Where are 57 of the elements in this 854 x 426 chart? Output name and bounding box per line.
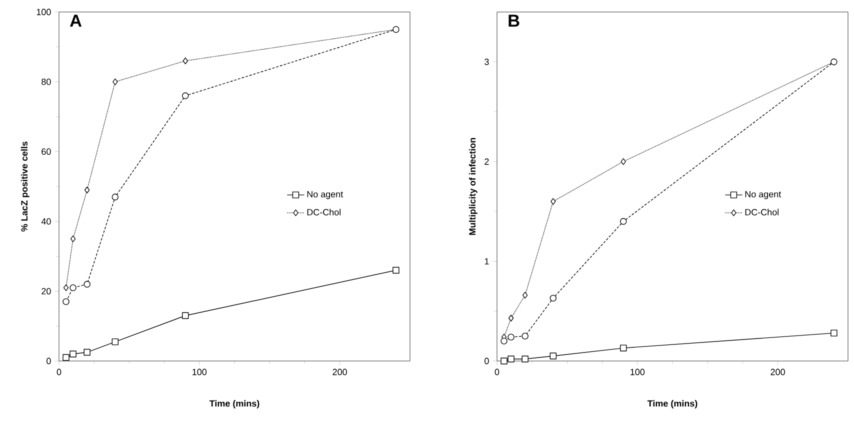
point — [620, 344, 627, 352]
point — [182, 58, 188, 64]
point — [182, 92, 189, 100]
point — [620, 158, 626, 165]
point — [522, 292, 528, 299]
x-axis-title: Time (mins) — [647, 400, 698, 408]
legend-label: DC-Chol — [307, 208, 341, 216]
point — [508, 356, 514, 362]
x-tick-label: 0 — [56, 368, 62, 376]
legend-label: No agent — [745, 191, 782, 200]
point — [84, 186, 90, 194]
point — [508, 314, 514, 322]
point — [70, 350, 76, 358]
point — [112, 194, 119, 200]
point — [70, 236, 76, 242]
x-tick-label: 100 — [192, 368, 207, 376]
legend-label: No agent — [307, 191, 344, 200]
point — [70, 284, 76, 292]
point — [500, 358, 508, 364]
legend-label: DC-Chol — [745, 208, 779, 216]
x-tick-label: 200 — [770, 368, 785, 376]
point — [830, 330, 838, 336]
point — [112, 338, 119, 346]
x-axis-title: Time (mins) — [209, 400, 260, 408]
x-tick-label: 200 — [332, 368, 347, 376]
point — [84, 348, 90, 356]
point — [62, 354, 70, 361]
point — [522, 356, 528, 362]
point — [84, 280, 90, 288]
y-tick-label: 3 — [484, 58, 489, 66]
y-tick-label: 80 — [42, 78, 51, 85]
point — [550, 294, 557, 302]
point — [182, 312, 189, 319]
point — [63, 284, 69, 292]
y-tick-label: 0 — [484, 358, 489, 364]
x-tick-label: 0 — [494, 368, 500, 376]
point — [500, 338, 508, 344]
y-tick-label: 20 — [42, 288, 51, 294]
y-tick-label: 60 — [42, 148, 51, 155]
point — [550, 198, 556, 205]
y-axis-title: Multiplicity of infection — [468, 138, 478, 235]
point — [620, 218, 627, 225]
point — [112, 78, 118, 86]
y-axis-title: % LacZ positive cells — [20, 142, 30, 232]
point — [508, 334, 514, 340]
point — [522, 332, 528, 340]
point — [550, 352, 557, 360]
chart-title: B — [508, 14, 520, 27]
chart-title: A — [70, 14, 82, 27]
x-tick-label: 100 — [630, 368, 645, 376]
y-tick-label: 1 — [484, 258, 489, 264]
y-tick-label: 100 — [36, 8, 51, 16]
point — [392, 266, 400, 274]
point — [62, 298, 70, 306]
y-tick-label: 0 — [46, 358, 51, 364]
y-tick-label: 40 — [41, 218, 51, 225]
y-tick-label: 2 — [484, 158, 489, 165]
